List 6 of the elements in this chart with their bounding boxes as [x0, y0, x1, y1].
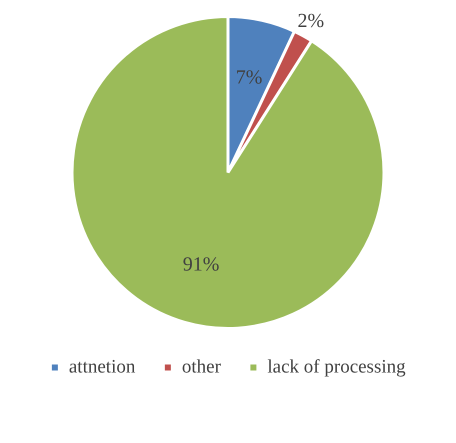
legend-label: lack of processing — [267, 356, 406, 378]
data-label: 7% — [236, 66, 262, 88]
legend-label: attnetion — [68, 356, 136, 378]
data-label: 2% — [298, 10, 324, 32]
data-label: 91% — [182, 254, 220, 276]
legend-label: other — [182, 356, 222, 378]
